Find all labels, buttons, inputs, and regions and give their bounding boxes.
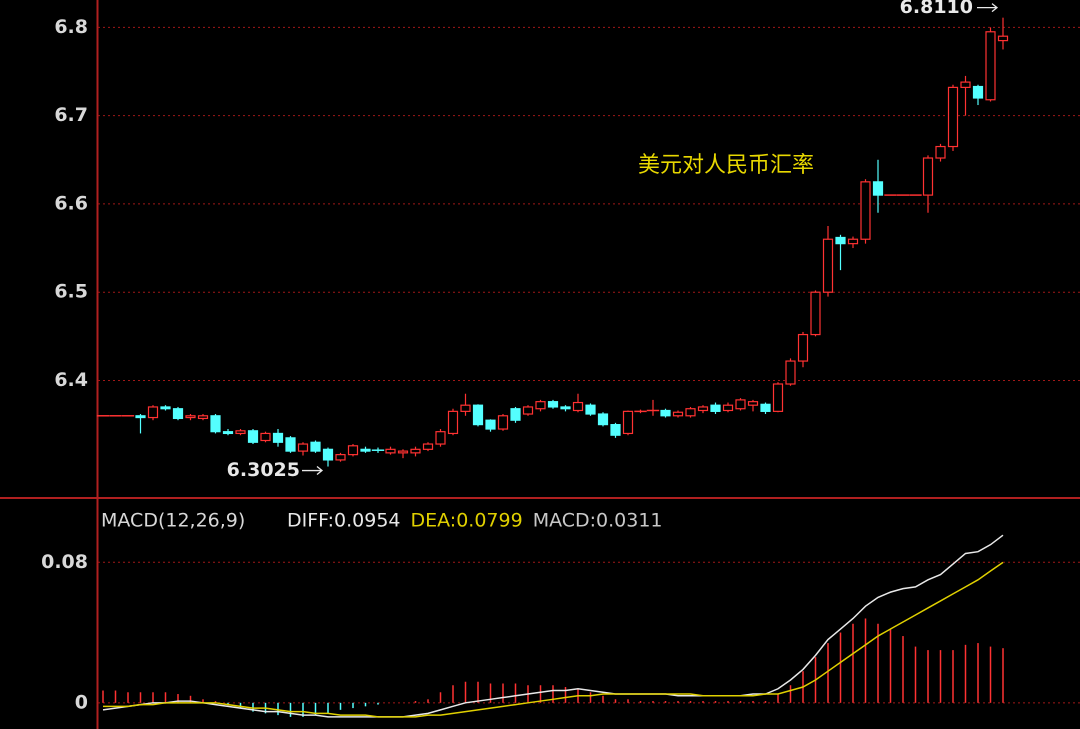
legend-label: MACD:0.0311 <box>533 510 663 532</box>
candle-body <box>510 408 521 421</box>
y-tick-label: 6.4 <box>54 369 88 391</box>
candle-body <box>860 181 871 240</box>
candle-body <box>435 431 446 445</box>
candle-body <box>522 406 534 415</box>
annotation-arrow <box>977 3 999 13</box>
candle-body <box>822 238 834 293</box>
candle-body <box>585 404 596 415</box>
candle-body <box>497 415 509 430</box>
candle-body <box>560 406 571 410</box>
candle-body <box>685 408 696 417</box>
candle-body <box>447 410 459 435</box>
candle-body <box>710 404 721 412</box>
candle-body <box>922 157 934 196</box>
candle-body <box>247 430 259 443</box>
candle-body <box>360 448 371 452</box>
candle-body <box>347 445 359 456</box>
candle-body <box>472 404 484 426</box>
candle-body <box>185 415 196 419</box>
macd-title: MACD(12,26,9) <box>101 510 245 532</box>
candle-body <box>397 450 409 454</box>
candle-body <box>972 85 984 99</box>
candle-body <box>210 415 221 433</box>
candle-body <box>797 333 809 362</box>
candle-body <box>935 145 946 159</box>
candle-body <box>597 413 609 426</box>
candle-body <box>697 406 709 412</box>
y-tick-label: 6.7 <box>54 104 88 126</box>
candle-body <box>985 31 996 101</box>
candle-body <box>222 431 234 435</box>
candle-body <box>335 454 346 461</box>
candle-body <box>610 424 621 436</box>
legend-label: DIFF:0.0954 <box>287 510 401 532</box>
candle-body <box>135 415 146 419</box>
candle-body <box>385 448 396 454</box>
candle-body <box>260 432 271 442</box>
y-tick-label: 6.5 <box>54 281 88 303</box>
candle-body <box>285 437 296 452</box>
candle-body <box>735 399 746 410</box>
candle-body <box>535 401 546 410</box>
macd-line <box>103 561 1004 718</box>
candle-body <box>235 430 246 435</box>
y-tick-label: 6.6 <box>54 192 88 214</box>
y-tick-label: 0 <box>75 691 88 713</box>
candle-body <box>310 441 321 452</box>
candle-body <box>160 406 171 410</box>
candle-body <box>835 236 846 245</box>
candle-body <box>872 181 884 196</box>
candle-body <box>172 408 184 420</box>
candle-body <box>760 403 771 412</box>
candle-body <box>997 35 1009 42</box>
candle-body <box>147 406 159 419</box>
candle-body <box>660 409 671 417</box>
candle-body <box>947 86 959 148</box>
macd-line <box>102 534 1004 718</box>
candle-body <box>622 410 634 435</box>
min-annotation: 6.3025 <box>227 459 300 481</box>
annotation-arrow <box>302 466 324 476</box>
y-tick-label: 6.8 <box>54 16 88 38</box>
candle-body <box>547 401 559 408</box>
candle-body <box>772 383 784 412</box>
candle-body <box>297 443 309 452</box>
candle-body <box>485 419 496 430</box>
candle-body <box>460 404 471 412</box>
candle-body <box>322 448 334 461</box>
candle-body <box>747 401 759 406</box>
candle-body <box>410 448 421 454</box>
candle-body <box>960 81 971 88</box>
candle-body <box>810 291 821 336</box>
candle-body <box>672 411 684 417</box>
max-annotation: 6.8110 <box>900 0 973 18</box>
chart-title: 美元对人民币汇率 <box>638 153 814 178</box>
candle-body <box>272 432 284 443</box>
candle-body <box>197 415 209 420</box>
candle-body <box>847 238 859 245</box>
candle-body <box>572 401 584 412</box>
candle-body <box>722 404 734 412</box>
legend-label: DEA:0.0799 <box>411 510 523 532</box>
y-tick-label: 0.08 <box>41 551 88 573</box>
candle-body <box>785 360 796 385</box>
candle-body <box>422 443 434 450</box>
